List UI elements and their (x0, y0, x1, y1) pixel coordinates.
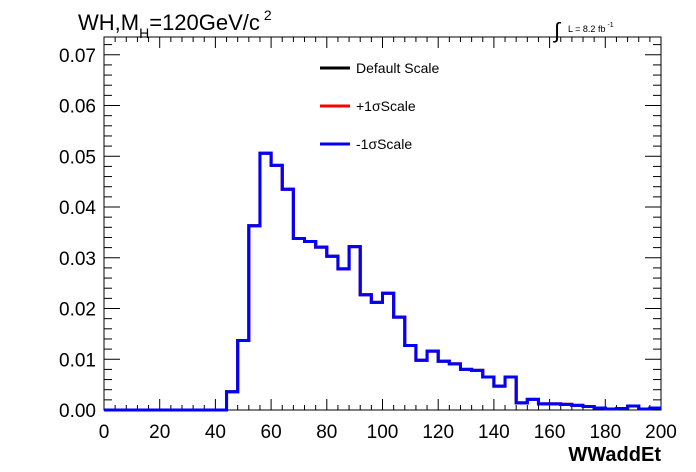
title-main: =120GeV/c (149, 10, 260, 35)
y-tick-label: 0.06 (59, 97, 96, 118)
x-tick-label: 60 (261, 422, 282, 443)
y-tick-label: 0.01 (59, 350, 96, 371)
legend-label: Default Scale (356, 60, 439, 76)
y-tick-label: 0.04 (59, 198, 96, 219)
lumi-exponent: -1 (607, 22, 613, 29)
lumi-integral-sign: ∫ (552, 18, 562, 43)
title-prefix: WH,M (78, 10, 139, 35)
legend-label: -1σScale (356, 136, 412, 152)
plot-frame (103, 36, 662, 411)
x-tick-label: 140 (478, 422, 510, 443)
lumi-label: L = 8.2 fb -1 (568, 22, 614, 34)
x-tick-label: 0 (99, 422, 110, 443)
y-tick-label: 0.03 (59, 249, 96, 270)
x-tick-label: 120 (422, 422, 454, 443)
x-axis-title: WWaddEt (568, 444, 661, 466)
title-superscript: 2 (264, 7, 272, 23)
x-tick-label: 180 (589, 422, 621, 443)
title-subscript: H (139, 25, 149, 41)
axes: 0 20 40 60 80 100 120 140 160 180 200 0.00 0.01 0.02 0… (59, 37, 677, 443)
x-tick-label: 80 (316, 422, 337, 443)
lumi-value: L = 8.2 fb (568, 24, 605, 34)
series-line-0 (104, 151, 661, 412)
x-tick-label: 160 (534, 422, 566, 443)
x-tick-label: 20 (149, 422, 170, 443)
y-tick-label: 0.07 (59, 46, 96, 67)
chart-title: WH,MH=120GeV/c 2 (78, 7, 272, 41)
series-line-1 (104, 151, 661, 412)
x-tick-label: 200 (645, 422, 677, 443)
y-tick-label: 0.02 (59, 300, 96, 321)
series-layer (104, 151, 661, 412)
x-tick-label: 40 (205, 422, 226, 443)
legend: Default Scale +1σScale -1σScale (320, 60, 439, 152)
x-tick-label: 100 (367, 422, 399, 443)
y-tick-label: 0.05 (59, 147, 96, 168)
series-line-2 (104, 151, 661, 412)
legend-label: +1σScale (356, 98, 416, 114)
y-tick-label: 0.00 (59, 401, 96, 422)
